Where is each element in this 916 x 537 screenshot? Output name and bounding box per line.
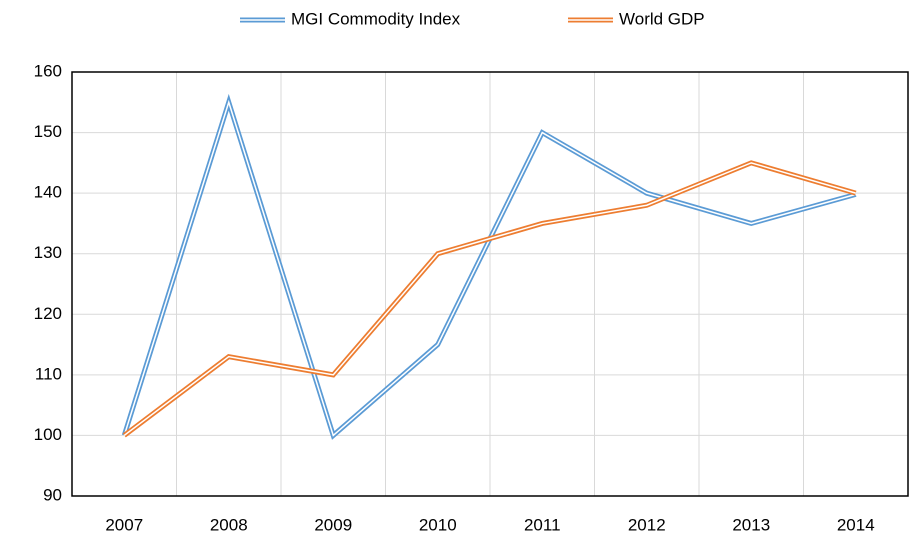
y-tick-label: 120 — [34, 304, 62, 323]
x-tick-label: 2010 — [419, 515, 457, 534]
x-tick-label: 2012 — [628, 515, 666, 534]
legend-label: MGI Commodity Index — [291, 9, 461, 28]
x-tick-label: 2014 — [837, 515, 875, 534]
x-tick-label: 2009 — [314, 515, 352, 534]
plot-border — [71, 71, 909, 497]
y-tick-label: 110 — [35, 364, 62, 383]
series-line-inner — [123, 162, 856, 437]
y-tick-label: 150 — [34, 122, 62, 141]
y-tick-label: 100 — [34, 425, 62, 444]
x-tick-label: 2008 — [210, 515, 248, 534]
x-tick-label: 2011 — [524, 515, 561, 534]
y-tick-label: 160 — [34, 61, 62, 80]
legend-label: World GDP — [619, 9, 705, 28]
x-tick-label: 2007 — [105, 515, 143, 534]
y-tick-label: 130 — [34, 243, 62, 262]
x-tick-label: 2013 — [732, 515, 770, 534]
y-tick-label: 90 — [43, 485, 62, 504]
y-tick-label: 140 — [34, 183, 62, 202]
